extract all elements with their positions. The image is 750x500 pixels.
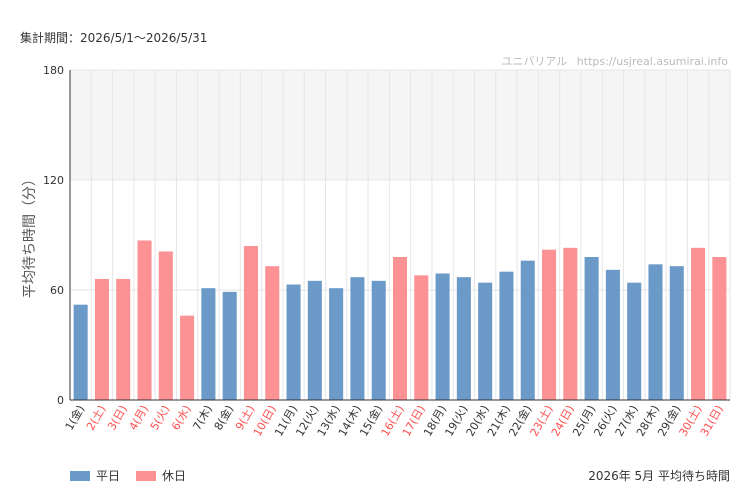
bar: [137, 240, 152, 400]
y-tick-label: 60: [50, 284, 64, 297]
y-tick-label: 180: [43, 64, 64, 77]
x-tick-label: 8(金): [211, 403, 236, 433]
bar: [350, 277, 365, 400]
x-tick-label: 3(日): [105, 403, 130, 433]
bar: [499, 271, 514, 400]
x-tick-label: 5(火): [148, 403, 173, 433]
bar: [201, 288, 216, 400]
bar: [542, 249, 557, 400]
bar: [712, 257, 727, 400]
bar: [286, 284, 301, 400]
bar: [371, 280, 386, 400]
bar: [584, 257, 599, 400]
bar: [116, 279, 131, 400]
bar: [520, 260, 535, 400]
x-tick-label: 4(月): [127, 403, 152, 433]
legend-item-holiday[interactable]: 休日: [136, 467, 186, 484]
watermark-site: ユニバリアル: [501, 55, 568, 68]
bar: [73, 304, 88, 400]
bar: [691, 247, 706, 400]
bar: [414, 275, 429, 400]
bar: [392, 257, 408, 400]
bar: [478, 282, 493, 400]
bar: [563, 247, 578, 400]
x-tick-label: 1(金): [62, 403, 87, 433]
bar: [158, 251, 173, 400]
bar: [265, 266, 280, 400]
bar: [329, 288, 344, 400]
bar: [456, 277, 471, 400]
bar: [243, 246, 258, 400]
bar: [94, 279, 109, 400]
legend-swatch-holiday: [136, 470, 157, 481]
footer-title: 2026年 5月 平均待ち時間: [588, 469, 730, 483]
bar: [605, 269, 620, 400]
watermark: ユニバリアル https://usjreal.asumirai.info: [501, 53, 728, 69]
bar: [222, 291, 237, 400]
y-tick-label: 120: [43, 174, 64, 187]
legend: 平日 休日: [70, 467, 186, 484]
bar: [648, 264, 663, 400]
x-tick-label: 2(土): [84, 403, 109, 433]
bar: [307, 280, 322, 400]
legend-label-weekday: 平日: [96, 469, 121, 483]
period-label: 集計期間：2026/5/1〜2026/5/31: [20, 31, 208, 45]
x-tick-label: 6(水): [169, 403, 194, 433]
bar: [669, 266, 684, 400]
x-tick-label: 7(木): [190, 403, 215, 433]
highlight-band: [70, 70, 730, 180]
legend-swatch-weekday: [70, 470, 90, 481]
y-tick-label: 0: [57, 394, 64, 407]
bar: [627, 282, 642, 400]
legend-label-holiday: 休日: [162, 469, 187, 483]
bar: [180, 315, 195, 400]
legend-item-weekday[interactable]: 平日: [70, 467, 120, 484]
bar: [435, 273, 450, 400]
y-axis-title: 平均待ち時間（分）: [22, 172, 38, 298]
watermark-url: https://usjreal.asumirai.info: [576, 55, 728, 68]
